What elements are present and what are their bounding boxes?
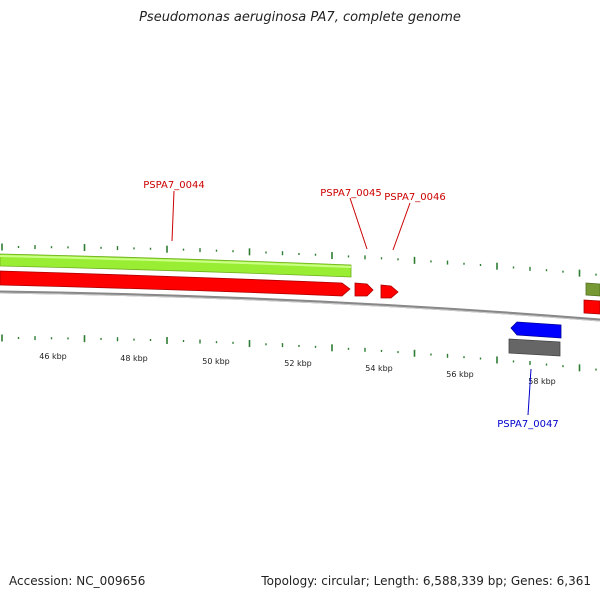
- gene-label-pspa7-0044[interactable]: PSPA7_0044: [143, 180, 204, 191]
- gene-label-pspa7-0047[interactable]: PSPA7_0047: [497, 419, 558, 430]
- cds-arrow-pspa7-0046[interactable]: [380, 284, 399, 299]
- genes-value: 6,361: [556, 574, 591, 588]
- gene-label-pspa7-0045[interactable]: PSPA7_0045: [320, 188, 381, 199]
- lower-tick-ring: [1, 334, 597, 372]
- length-value: 6,588,339 bp: [422, 574, 503, 588]
- genes-label: Genes:: [510, 574, 553, 588]
- scale-label: 56 kbp: [446, 370, 474, 379]
- gene-track-green[interactable]: [0, 253, 352, 278]
- genome-backbone-inner: [0, 292, 600, 322]
- scale-label: 52 kbp: [284, 359, 312, 368]
- genome-stats: Topology: circular; Length: 6,588,339 bp…: [261, 574, 591, 588]
- cds-arrow-pspa7-0047[interactable]: [510, 321, 562, 339]
- scale-label: 46 kbp: [39, 352, 67, 361]
- gene-track-right[interactable]: [585, 282, 600, 297]
- accession-info: Accession: NC_009656: [9, 574, 145, 588]
- genome-backbone: [0, 290, 600, 322]
- cds-arrow-right[interactable]: [583, 299, 600, 315]
- topology-label: Topology:: [261, 574, 318, 588]
- upper-tick-ring: [1, 243, 597, 277]
- length-label: Length:: [373, 574, 420, 588]
- scale-label: 50 kbp: [202, 357, 230, 366]
- leader-line-pspa7-0046: [392, 202, 411, 251]
- gene-label-pspa7-0046[interactable]: PSPA7_0046: [384, 192, 445, 203]
- gene-track-green-highlight: [0, 255, 352, 268]
- genome-title: Pseudomonas aeruginosa PA7, complete gen…: [139, 10, 461, 25]
- scale-label: 54 kbp: [365, 364, 393, 373]
- leader-line-pspa7-0044: [171, 190, 175, 242]
- scale-label: 48 kbp: [120, 354, 148, 363]
- topology-value: circular: [321, 574, 366, 588]
- leader-line-pspa7-0047: [527, 368, 532, 416]
- leader-line-pspa7-0045: [349, 197, 368, 250]
- cds-arrow-pspa7-0045[interactable]: [354, 282, 374, 297]
- accession-label: Accession:: [9, 574, 73, 588]
- gene-reverse-grey[interactable]: [508, 338, 561, 357]
- accession-value: NC_009656: [76, 574, 146, 588]
- cds-arrow-pspa7-0044[interactable]: [0, 270, 351, 297]
- scale-label: 58 kbp: [528, 377, 556, 386]
